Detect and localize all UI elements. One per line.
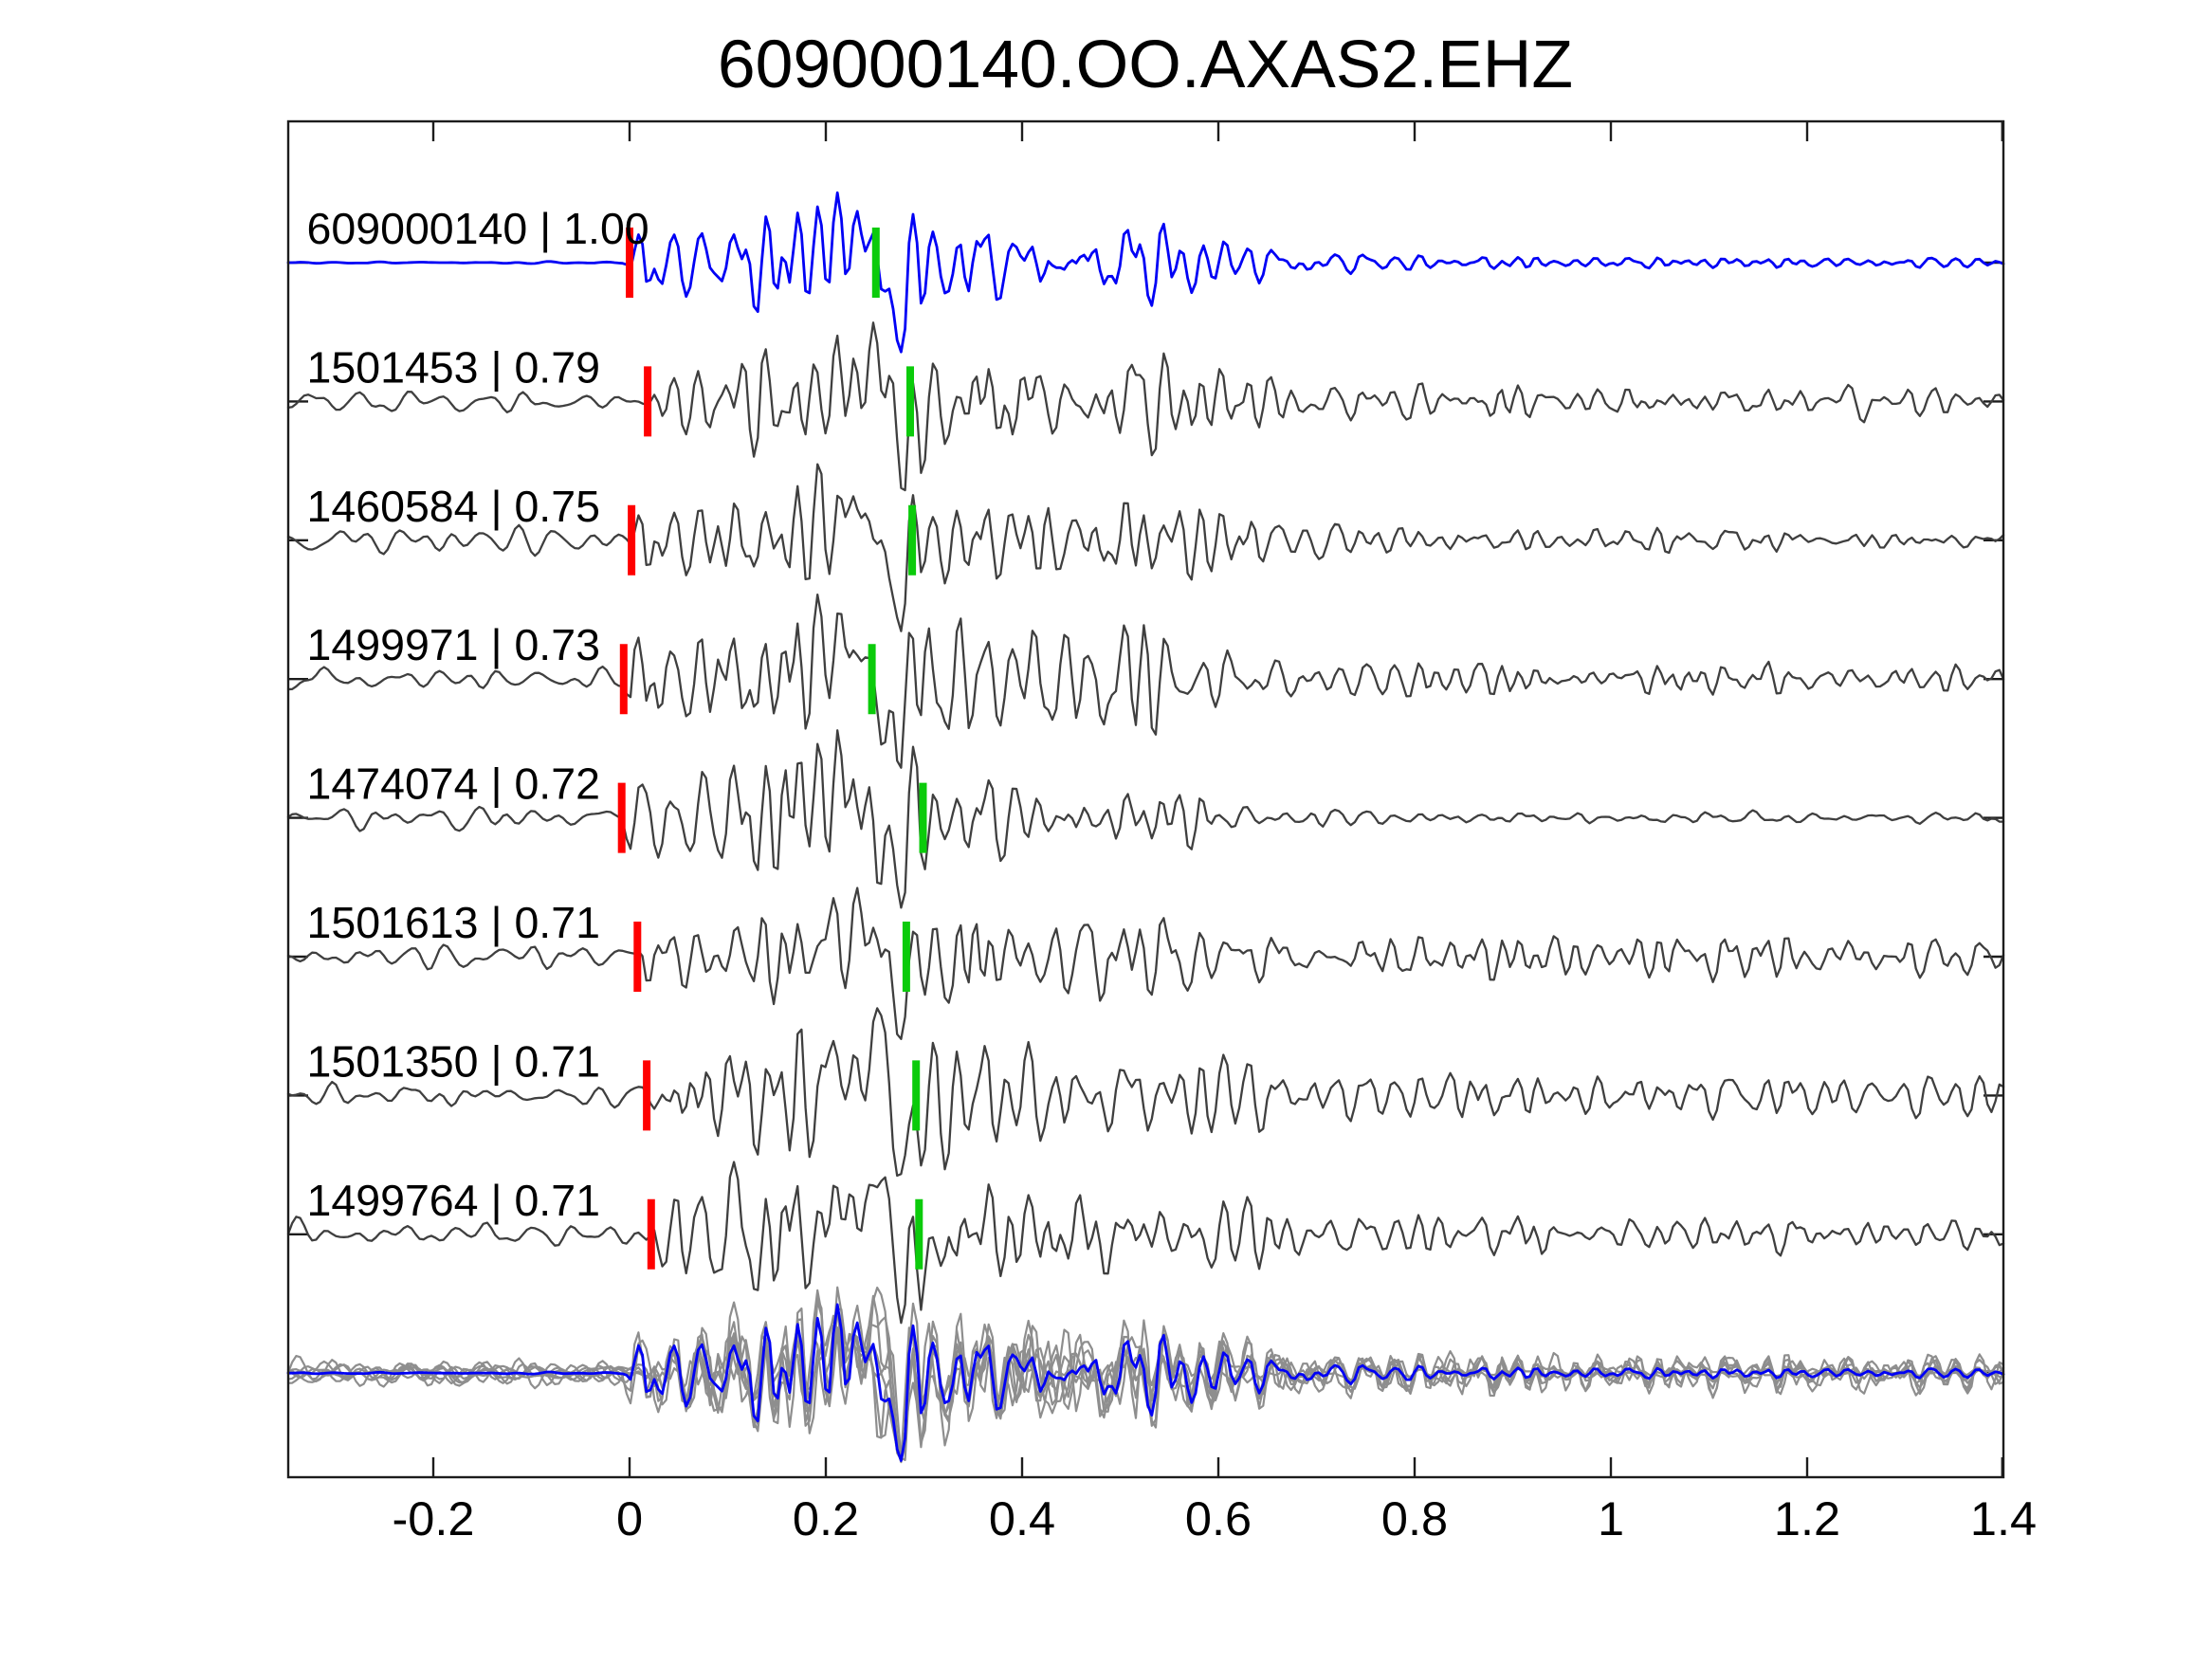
svg-text:-0.2: -0.2 <box>392 1491 474 1545</box>
svg-text:0.2: 0.2 <box>793 1491 859 1545</box>
svg-text:1501453 | 0.79: 1501453 | 0.79 <box>307 342 600 392</box>
svg-text:609000140.OO.AXAS2.EHZ: 609000140.OO.AXAS2.EHZ <box>718 27 1573 102</box>
svg-text:1460584 | 0.75: 1460584 | 0.75 <box>307 482 600 531</box>
svg-text:0.4: 0.4 <box>989 1491 1055 1545</box>
svg-text:1501613 | 0.71: 1501613 | 0.71 <box>307 898 600 947</box>
svg-text:1499971 | 0.73: 1499971 | 0.73 <box>307 620 600 669</box>
svg-text:1474074 | 0.72: 1474074 | 0.72 <box>307 759 600 809</box>
svg-text:0.8: 0.8 <box>1381 1491 1448 1545</box>
svg-text:1501350 | 0.71: 1501350 | 0.71 <box>307 1036 600 1086</box>
svg-text:1.2: 1.2 <box>1774 1491 1840 1545</box>
svg-text:0.6: 0.6 <box>1185 1491 1252 1545</box>
svg-text:609000140 | 1.00: 609000140 | 1.00 <box>307 204 649 253</box>
svg-text:1499764 | 0.71: 1499764 | 0.71 <box>307 1176 600 1225</box>
svg-text:1.4: 1.4 <box>1970 1491 2037 1545</box>
svg-text:1: 1 <box>1598 1491 1624 1545</box>
svg-text:0: 0 <box>616 1491 643 1545</box>
